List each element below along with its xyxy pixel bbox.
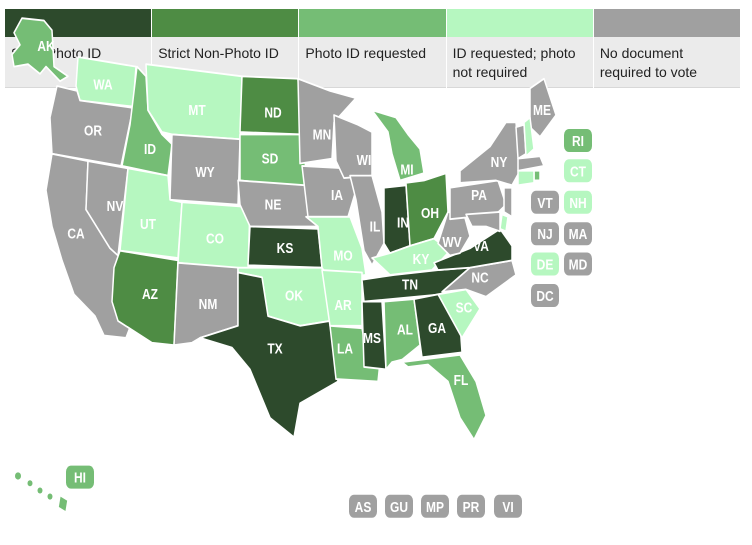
state-wa[interactable] xyxy=(75,56,137,108)
badge-vt[interactable] xyxy=(531,190,559,214)
hawaii-island xyxy=(15,472,21,480)
state-hi[interactable] xyxy=(57,494,69,514)
legend-item-id-requested[interactable]: ID requested; photo not required xyxy=(446,9,593,88)
badge-vi[interactable] xyxy=(494,494,522,518)
legend-item-no-document[interactable]: No document required to vote xyxy=(593,9,741,88)
legend-swatch xyxy=(593,9,741,37)
state-co[interactable] xyxy=(177,201,251,271)
state-nv[interactable] xyxy=(85,160,129,257)
state-al[interactable] xyxy=(383,298,421,371)
state-ks[interactable] xyxy=(247,225,323,269)
legend-swatch xyxy=(446,9,593,37)
state-nd[interactable] xyxy=(239,75,303,136)
state-wy[interactable] xyxy=(169,133,241,206)
state-sd[interactable] xyxy=(239,133,309,189)
legend-swatch xyxy=(152,9,299,37)
legend-label: ID requested; photo not required xyxy=(446,37,593,88)
state-wi[interactable] xyxy=(333,114,373,179)
badge-as[interactable] xyxy=(349,494,377,518)
badge-ct[interactable] xyxy=(564,159,592,183)
state-de[interactable] xyxy=(499,213,509,233)
badge-nh[interactable] xyxy=(564,190,592,214)
legend-label: No document required to vote xyxy=(593,37,741,88)
badge-ma[interactable] xyxy=(564,222,592,246)
badge-md[interactable] xyxy=(564,252,592,276)
state-il[interactable] xyxy=(349,174,385,267)
badge-nj[interactable] xyxy=(531,222,559,246)
badge-mp[interactable] xyxy=(421,494,449,518)
legend-item-photo-requested[interactable]: Photo ID requested xyxy=(299,9,446,88)
state-nh[interactable] xyxy=(523,116,535,158)
badge-de[interactable] xyxy=(531,252,559,276)
badge-pr[interactable] xyxy=(457,494,485,518)
hawaii-island xyxy=(37,487,43,494)
badge-gu[interactable] xyxy=(385,494,413,518)
badge-ri[interactable] xyxy=(564,128,592,152)
state-ct[interactable] xyxy=(517,169,535,187)
legend-label: Photo ID requested xyxy=(299,37,446,88)
state-ny[interactable] xyxy=(459,121,521,187)
state-ms[interactable] xyxy=(361,300,387,371)
state-me[interactable] xyxy=(529,77,557,138)
state-nj[interactable] xyxy=(503,186,513,218)
badge-dc[interactable] xyxy=(531,284,559,308)
hawaii-island xyxy=(47,493,53,500)
state-va[interactable] xyxy=(433,227,513,271)
state-md[interactable] xyxy=(465,211,501,233)
state-ne[interactable] xyxy=(237,179,319,228)
state-ga[interactable] xyxy=(413,293,463,359)
state-ma[interactable] xyxy=(517,155,545,172)
state-mt[interactable] xyxy=(145,63,243,141)
hawaii-island xyxy=(27,480,33,487)
state-tx[interactable] xyxy=(199,271,339,439)
state-wv[interactable] xyxy=(437,211,471,257)
legend-swatch xyxy=(299,9,446,37)
state-mi[interactable] xyxy=(371,109,425,182)
state-ak[interactable] xyxy=(11,17,69,83)
state-fl[interactable] xyxy=(401,353,487,441)
badge-hi[interactable] xyxy=(66,465,94,489)
state-ri[interactable] xyxy=(533,169,541,182)
